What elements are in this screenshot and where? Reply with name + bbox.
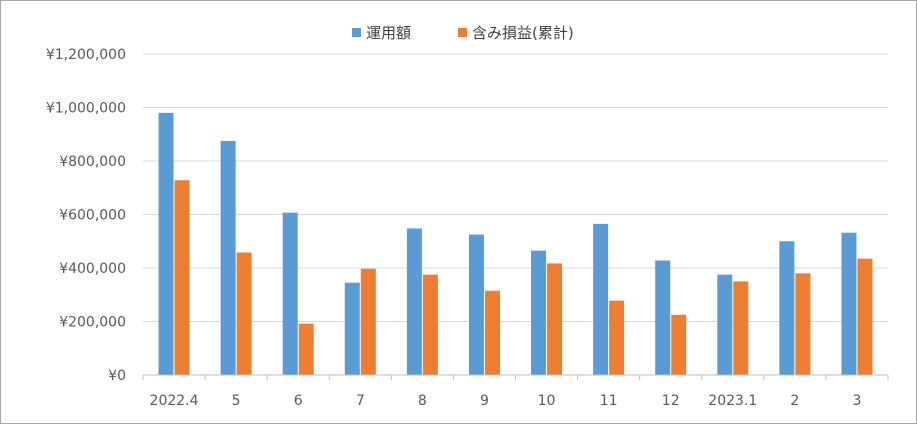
bar-series-2-6 [484, 290, 500, 375]
x-tick-label: 10 [538, 393, 556, 409]
bar-series-1-4 [344, 282, 360, 375]
y-tick-label: ¥1,000,000 [46, 101, 126, 117]
bar-series-1-11 [779, 241, 795, 375]
x-tick-label: 3 [852, 393, 861, 409]
y-tick-label: ¥200,000 [59, 315, 126, 331]
bars [158, 112, 873, 375]
bar-series-1-10 [717, 274, 733, 375]
legend: 運用額 含み損益(累計) [352, 24, 574, 42]
legend-swatch-series-2 [458, 28, 467, 37]
x-tick-label: 5 [232, 393, 241, 409]
legend-swatch-series-1 [352, 28, 361, 37]
bar-series-1-8 [593, 223, 609, 375]
bar-series-2-2 [236, 252, 252, 375]
bar-series-2-10 [733, 281, 749, 375]
bar-series-1-12 [841, 232, 857, 375]
y-axis-ticks: ¥0 ¥200,000 ¥400,000 ¥600,000 ¥800,000 ¥1,000… [46, 47, 126, 384]
bar-series-1-9 [655, 260, 671, 375]
y-tick-label: ¥400,000 [59, 261, 126, 277]
x-tick-label: 11 [600, 393, 618, 409]
bar-series-2-12 [857, 258, 873, 375]
bar-series-2-8 [609, 300, 625, 375]
bar-series-1-3 [282, 212, 298, 375]
bar-series-1-1 [158, 112, 174, 375]
x-tick-label: 2 [790, 393, 799, 409]
x-axis [142, 374, 889, 380]
bar-series-1-2 [220, 140, 236, 375]
x-tick-label: 8 [418, 393, 427, 409]
x-tick-label: 7 [356, 393, 365, 409]
x-tick-label: 2022.4 [150, 393, 199, 409]
bar-series-2-9 [671, 314, 687, 375]
y-tick-label: ¥800,000 [59, 154, 126, 170]
x-tick-label: 9 [480, 393, 489, 409]
x-tick-label: 12 [662, 393, 680, 409]
x-tick-label: 6 [294, 393, 303, 409]
bar-series-2-11 [795, 273, 811, 375]
x-axis-ticks: 2022.4 5 6 7 8 9 10 11 12 2023.1 2 3 [150, 393, 862, 409]
y-tick-label: ¥1,200,000 [46, 47, 126, 63]
gridlines [143, 53, 888, 322]
legend-label-series-2: 含み損益(累計) [472, 24, 574, 42]
y-tick-label: ¥0 [108, 368, 126, 384]
bar-series-1-7 [531, 250, 547, 375]
bar-series-2-7 [547, 263, 563, 375]
bar-series-1-5 [406, 228, 422, 375]
bar-series-2-1 [174, 180, 190, 375]
legend-label-series-1: 運用額 [366, 24, 411, 42]
bar-series-2-3 [298, 323, 314, 375]
x-tick-label: 2023.1 [708, 393, 757, 409]
bar-series-2-4 [360, 268, 376, 375]
y-tick-label: ¥600,000 [59, 208, 126, 224]
bar-series-2-5 [422, 274, 438, 375]
bar-series-1-6 [468, 234, 484, 375]
